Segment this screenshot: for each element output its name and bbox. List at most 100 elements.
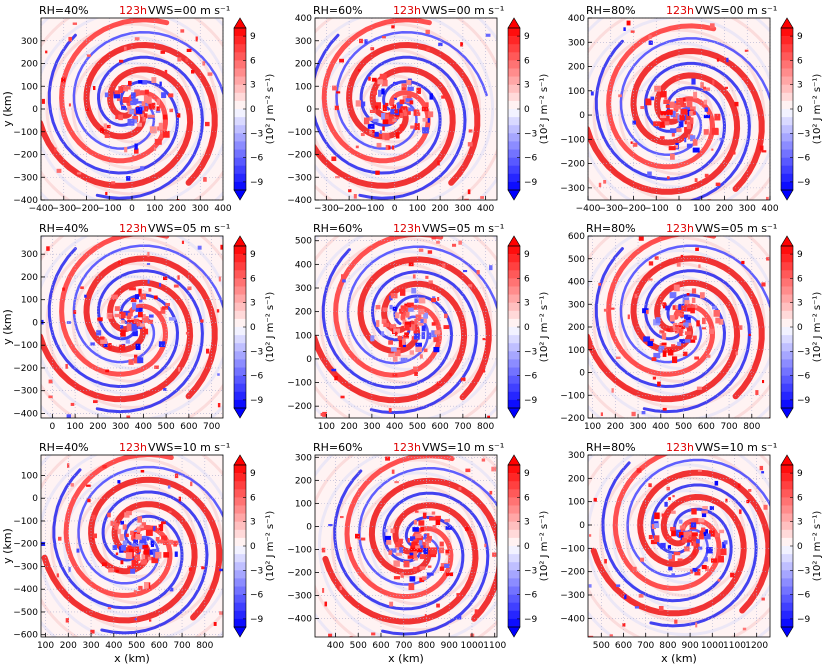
colorbar-segment <box>508 367 520 376</box>
spiral-arm <box>358 466 497 586</box>
heatmap-cell <box>122 97 129 102</box>
heatmap-cell <box>131 559 139 567</box>
heatmap-cell <box>425 102 429 108</box>
heatmap-cell <box>401 68 405 71</box>
heatmap-cell <box>704 107 708 112</box>
heatmap-cell <box>686 307 692 312</box>
heatmap-cell <box>374 131 379 137</box>
heatmap-cell <box>217 403 221 408</box>
heatmap-cell <box>169 108 174 113</box>
heatmap-cell <box>748 489 752 492</box>
y-tick-label: 0 <box>306 105 312 115</box>
colorbar-segment <box>508 44 520 53</box>
colorbar-segment <box>781 529 793 539</box>
heatmap-cell <box>668 537 672 540</box>
heatmap-cell <box>437 160 440 166</box>
heatmap-cell <box>659 343 667 349</box>
heatmap-cell <box>669 315 675 322</box>
colorbar-segment <box>781 117 793 126</box>
heatmap-cell <box>93 86 96 91</box>
heatmap-cell <box>675 326 679 330</box>
heatmap-cell <box>411 324 416 331</box>
colorbar-tick-label: 3 <box>524 518 530 528</box>
heatmap-cell <box>690 569 694 574</box>
colorbar-segment <box>508 52 520 61</box>
heatmap-cell <box>674 145 679 149</box>
heatmap-cell <box>156 106 160 111</box>
heatmap-cell <box>157 539 164 544</box>
heatmap-cell <box>413 539 420 544</box>
heatmap-cell <box>692 111 696 116</box>
heatmap-cell <box>684 339 691 343</box>
spiral-arm <box>594 39 727 181</box>
heatmap-cell <box>125 339 130 344</box>
heatmap-cell <box>149 549 154 555</box>
axes-frame <box>587 454 771 638</box>
x-tick-label: 500 <box>409 422 426 432</box>
heatmap-cell <box>174 473 179 479</box>
heatmap-cell <box>431 236 437 240</box>
spiral-arm <box>358 55 467 200</box>
heatmap-cell <box>177 57 182 62</box>
heatmap-cell <box>415 533 422 539</box>
heatmap-cell <box>673 284 680 292</box>
spiral-arm <box>63 455 174 598</box>
colorbar-segment <box>781 537 793 547</box>
heatmap-cell <box>405 98 413 102</box>
heatmap-cell <box>133 318 139 324</box>
x-tick-label: 600 <box>151 641 168 651</box>
heatmap-cell <box>375 102 382 109</box>
heatmap-cell <box>137 516 143 523</box>
heatmap-cell <box>422 127 429 134</box>
colorbar-segment <box>234 254 246 263</box>
heatmap-cell <box>393 328 401 334</box>
heatmap-cell <box>70 483 74 487</box>
y-tick-label: 0 <box>32 105 38 115</box>
heatmap-cell <box>692 541 696 547</box>
heatmap-cell <box>143 549 150 555</box>
heatmap-cell <box>436 240 440 244</box>
heatmap-cell <box>693 304 698 308</box>
colorbar-segment <box>781 141 793 150</box>
heatmap-cell <box>748 333 751 337</box>
heatmap-cell <box>125 533 129 538</box>
heatmap-cell <box>671 131 675 137</box>
heatmap-cell <box>673 326 677 332</box>
heatmap-cell <box>393 349 401 357</box>
colorbar-max-arrow <box>507 235 521 247</box>
time-label: 123h <box>393 4 421 17</box>
colorbar-segment <box>234 294 246 303</box>
heatmap-cell <box>674 103 681 110</box>
heatmap-cell <box>121 105 127 110</box>
heatmap-cell <box>413 327 418 334</box>
heatmap-cell <box>659 136 665 141</box>
heatmap-cell <box>130 530 136 535</box>
heatmap-cell <box>135 294 140 300</box>
heatmap-cell <box>152 548 157 553</box>
heatmap-cell <box>652 376 656 380</box>
colorbar-tick-label: −3 <box>797 566 810 576</box>
colorbar-segment <box>508 359 520 368</box>
heatmap-cell <box>367 123 375 129</box>
heatmap-cell <box>348 189 352 193</box>
heatmap-cell <box>167 539 174 545</box>
colorbar-segment <box>234 141 246 150</box>
heatmap-cell <box>413 556 418 561</box>
heatmap-cell <box>391 25 395 29</box>
heatmap-cell <box>394 481 399 484</box>
heatmap-cell <box>672 495 675 498</box>
heatmap-cell <box>626 20 631 26</box>
y-tick-label: 100 <box>21 82 38 92</box>
colorbar-tick-label: 3 <box>250 81 256 91</box>
heatmap-cell <box>694 356 700 360</box>
heatmap-cell <box>41 98 45 104</box>
heatmap-cell <box>394 545 399 551</box>
y-tick-label: 200 <box>568 474 585 484</box>
heatmap-cell <box>666 486 670 491</box>
heatmap-cell <box>388 120 394 125</box>
heatmap-cell <box>638 594 644 598</box>
heatmap-cell <box>117 480 121 484</box>
heatmap-cell <box>474 609 478 615</box>
heatmap-cell <box>611 388 614 393</box>
